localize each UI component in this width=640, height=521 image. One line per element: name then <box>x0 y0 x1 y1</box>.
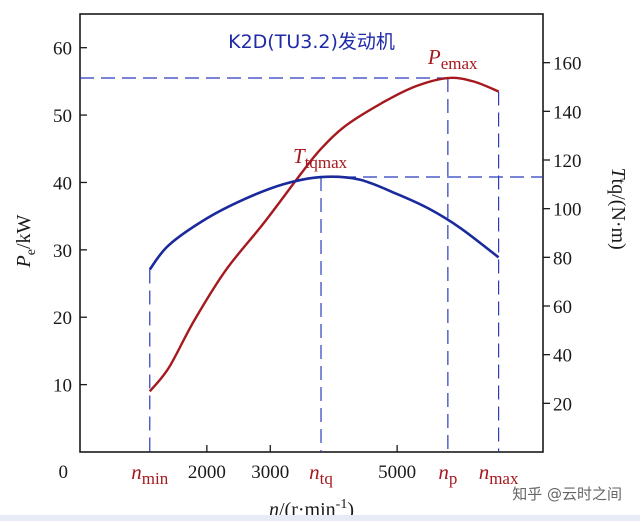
y-left-tick-label: 40 <box>53 173 72 194</box>
annotation-pemax: Pemax <box>427 45 478 73</box>
chart-title: K2D(TU3.2)发动机 <box>228 31 395 53</box>
y-left-axis-label: Pe/kW <box>13 214 39 268</box>
y-right-tick-label: 20 <box>553 394 572 415</box>
y-left-tick-label: 20 <box>53 308 72 329</box>
x-tick-label: 5000 <box>378 462 416 483</box>
y-right-tick-label: 100 <box>553 200 582 221</box>
y-right-tick-label: 140 <box>553 102 582 123</box>
annotation-ttqmax-main: T <box>293 144 306 168</box>
bottom-strip <box>0 515 640 521</box>
x-special-tick-sub: tq <box>320 469 334 488</box>
x-tick-label-origin: 0 <box>59 462 69 483</box>
y-right-axis-label-main: T <box>607 168 629 181</box>
y-right-tick-label: 40 <box>553 346 572 367</box>
annotation-pemax-sub: emax <box>441 54 478 73</box>
x-axis-label-exp: -1 <box>336 497 348 512</box>
x-special-tick-main: n <box>131 460 142 484</box>
series-power-line <box>148 76 500 393</box>
y-right-tick-label: 60 <box>553 297 572 318</box>
annotation-pemax-main: P <box>427 45 441 69</box>
x-special-tick-label: ntq <box>309 460 333 488</box>
y-left-tick-label: 30 <box>53 241 72 262</box>
x-tick-label: 3000 <box>251 462 289 483</box>
y-left-tick-label: 50 <box>53 106 72 127</box>
annotation-ttqmax-sub: tqmax <box>305 153 348 172</box>
y-right-axis-label-rest: tq/(N·m) <box>607 179 629 250</box>
plot-frame <box>79 13 544 453</box>
y-right-tick-label: 120 <box>553 151 582 172</box>
y-right-axis-label: Ttq/(N·m) <box>607 168 629 250</box>
y-right-tick-label: 160 <box>553 54 582 75</box>
y-left-axis-label-main: P <box>13 255 35 268</box>
y-left-axis-label-sub: e <box>24 249 39 255</box>
x-tick-label: 2000 <box>188 462 226 483</box>
annotation-ttqmax: Ttqmax <box>293 144 348 172</box>
y-left-axis-label-unit: /kW <box>13 214 35 249</box>
x-special-tick-sub: min <box>142 469 169 488</box>
y-left-tick-label: 60 <box>53 39 72 60</box>
x-special-tick-main: n <box>309 460 320 484</box>
x-axis-label-main: n <box>269 499 279 521</box>
watermark: 知乎 @云时之间 <box>512 485 622 503</box>
x-special-tick-label: nmax <box>479 460 519 488</box>
series-torque-line <box>148 175 500 271</box>
x-special-tick-sub: max <box>489 469 519 488</box>
y-right-tick-label: 80 <box>553 248 572 269</box>
x-special-tick-main: n <box>479 460 490 484</box>
x-special-tick-label: nmin <box>131 460 168 488</box>
x-special-tick-label: np <box>438 460 457 488</box>
x-special-tick-main: n <box>438 460 449 484</box>
x-axis-label-close: ) <box>347 499 354 521</box>
y-left-tick-label: 10 <box>53 376 72 397</box>
x-special-tick-sub: p <box>449 469 458 488</box>
